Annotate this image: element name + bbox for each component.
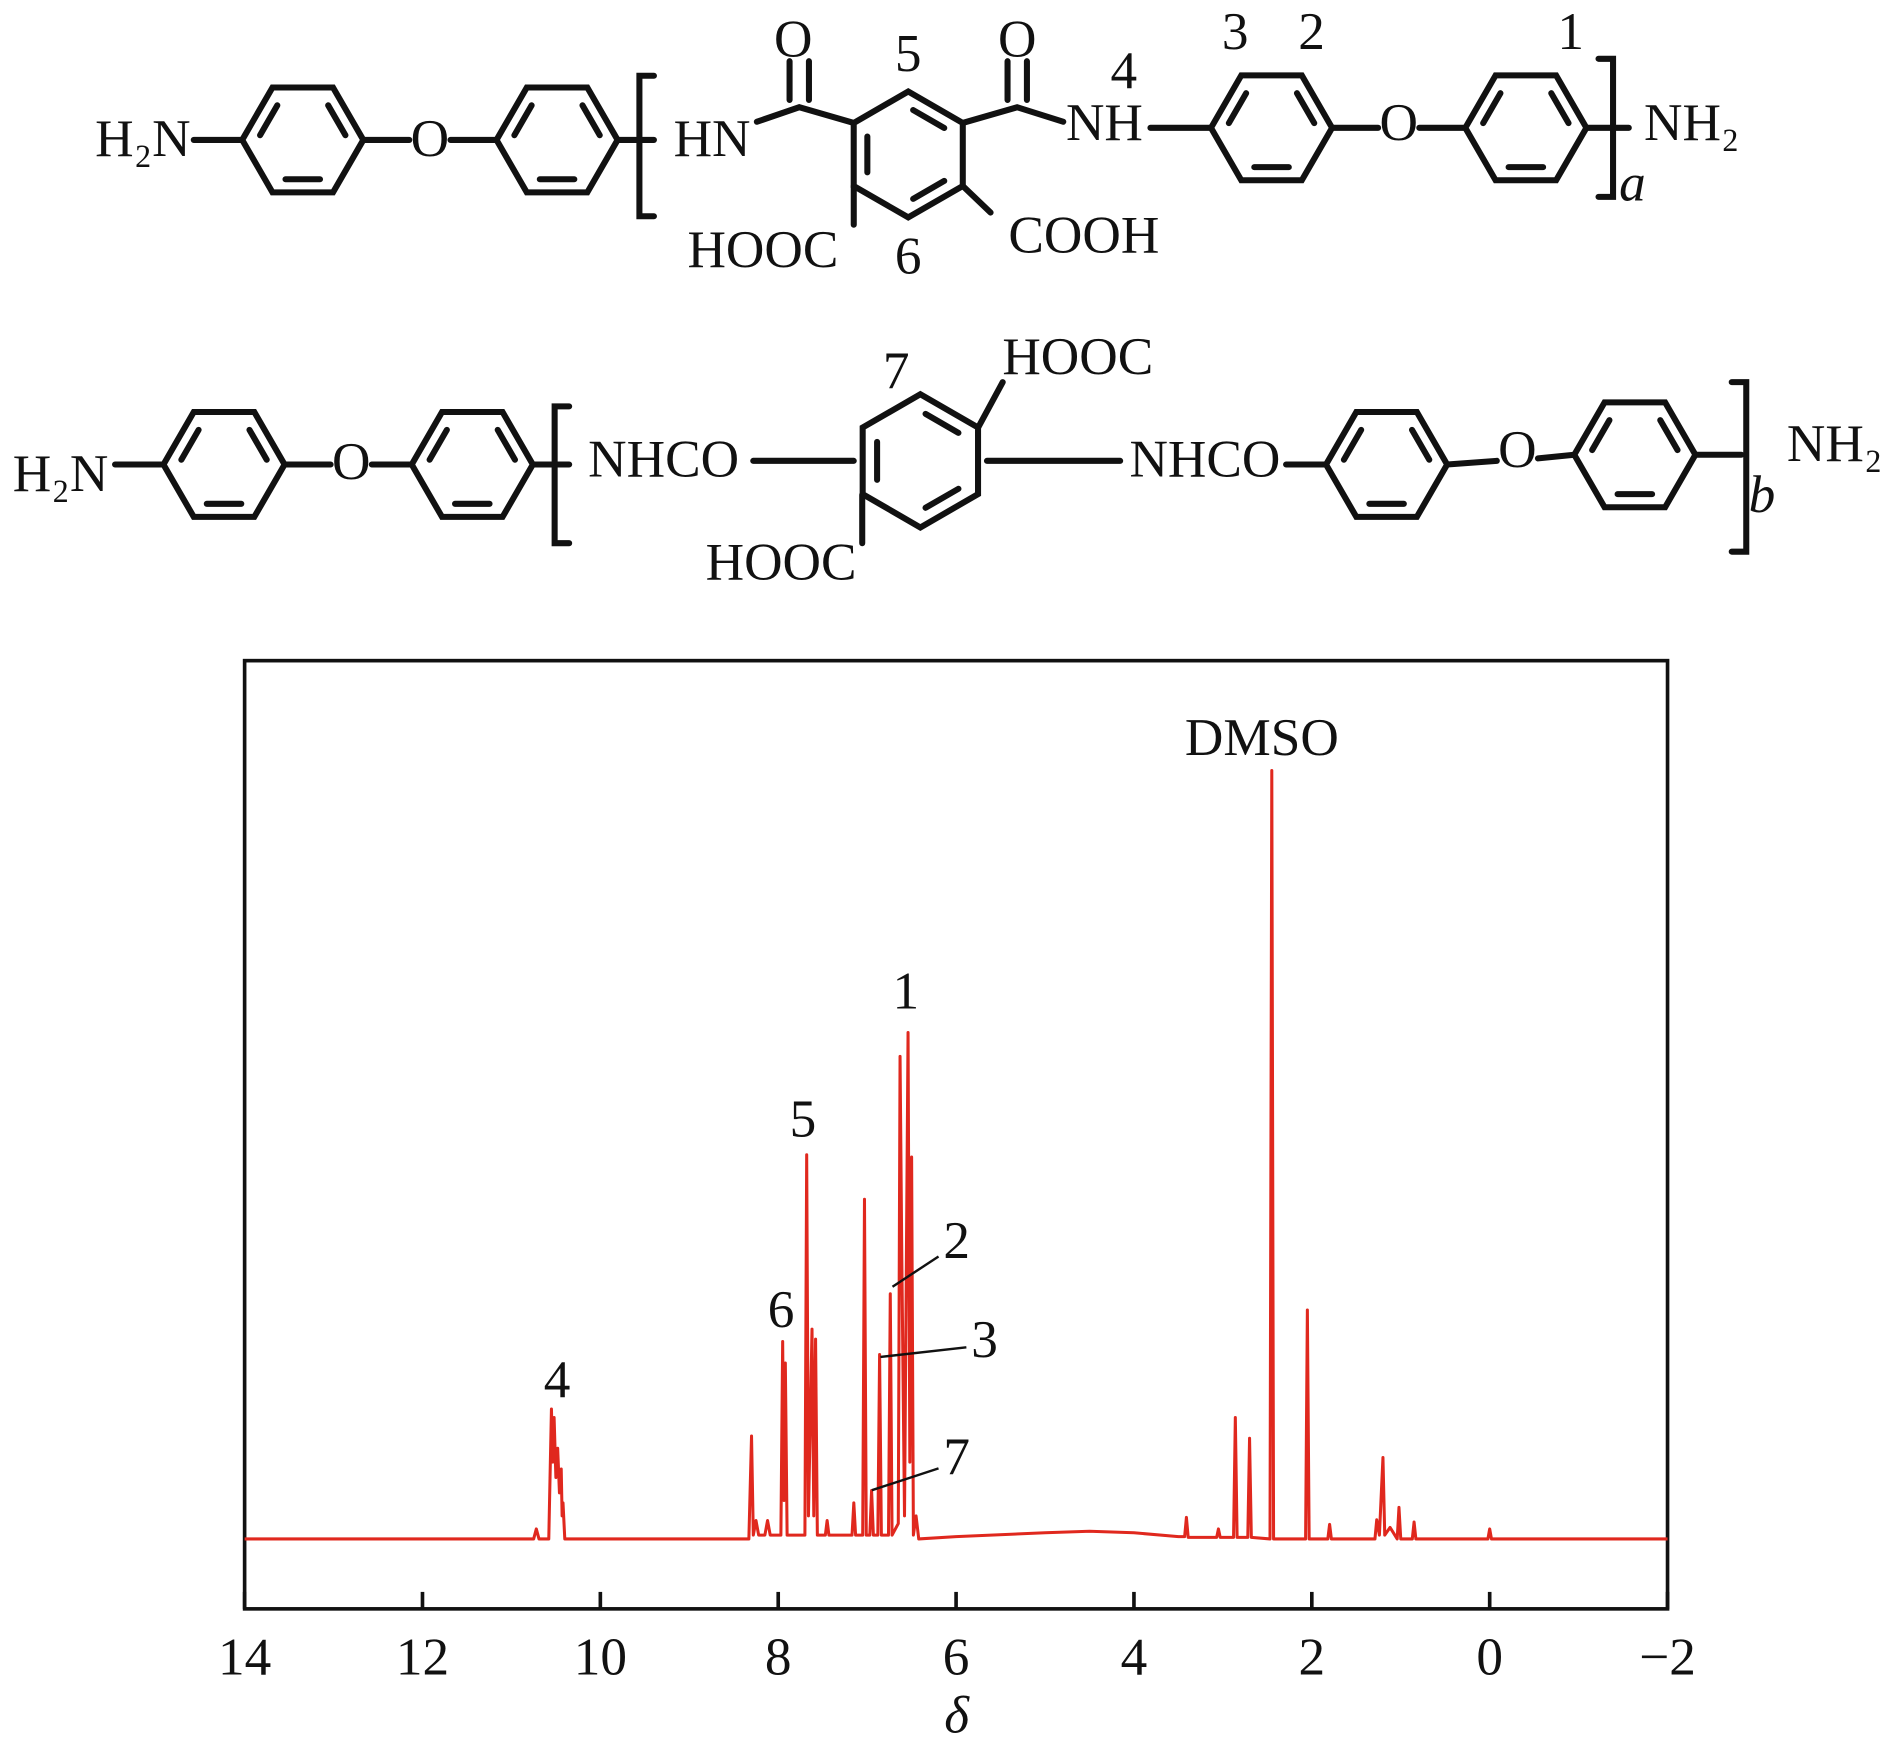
chem-label: a: [1619, 154, 1646, 213]
chem-label: b: [1749, 465, 1776, 524]
peak-label: 7: [943, 1428, 970, 1487]
x-tick-label: 10: [574, 1627, 627, 1686]
x-tick-label: 2: [1298, 1627, 1325, 1686]
peak-label: 4: [544, 1350, 571, 1409]
x-tick-label: 8: [765, 1627, 792, 1686]
leader-line: [891, 1255, 940, 1288]
chem-label: HOOC: [687, 220, 838, 279]
x-tick-label: 0: [1476, 1627, 1503, 1686]
benzene-ring: [238, 84, 367, 196]
chem-label: O: [332, 432, 370, 491]
benzene-ring: [159, 409, 289, 520]
chem-label: H₂N: [95, 109, 191, 168]
chem-label: NH₂: [1787, 414, 1883, 473]
benzene-ring: [1207, 72, 1336, 184]
spectrum-line: [244, 769, 1668, 1541]
chem-label: COOH: [1008, 206, 1159, 265]
peak-label: 5: [790, 1090, 817, 1149]
x-tick-label: 12: [396, 1627, 449, 1686]
chem-label: NHCO: [588, 430, 739, 489]
chem-label: HN: [674, 109, 751, 168]
chem-label: 6: [895, 226, 922, 285]
benzene-ring: [1322, 409, 1451, 520]
benzene-ring: [859, 390, 982, 531]
benzene-ring: [493, 84, 622, 196]
benzene-ring: [850, 87, 966, 221]
benzene-ring: [408, 409, 537, 520]
leader-line: [871, 1467, 939, 1492]
chem-label: H₂N: [13, 444, 109, 503]
chem-label: O: [411, 109, 449, 168]
peak-label: 2: [943, 1211, 970, 1270]
chem-label: HOOC: [706, 533, 857, 592]
chem-label: O: [774, 9, 812, 68]
peak-label: DMSO: [1185, 708, 1339, 767]
chem-label: 2: [1298, 2, 1325, 61]
chem-label: HOOC: [1002, 327, 1153, 386]
structures: H₂N O HN O O 5 NH 4 3 2 O 1 NH₂ a HOOC 6…: [13, 2, 1883, 591]
chem-label: O: [1498, 420, 1536, 479]
bonds: [112, 55, 1750, 555]
chem-label: O: [998, 9, 1036, 68]
chem-label: 4: [1110, 41, 1137, 100]
x-tick-label: −2: [1639, 1627, 1696, 1686]
chem-label: 5: [895, 24, 922, 83]
peak-label: 1: [893, 961, 920, 1020]
x-tick-label: 14: [218, 1627, 271, 1686]
x-tick-label: 4: [1121, 1627, 1148, 1686]
x-axis-label: δ: [944, 1686, 970, 1745]
chem-label: 3: [1222, 2, 1249, 61]
benzene-ring: [1570, 399, 1699, 511]
peak-label: 6: [768, 1280, 795, 1339]
benzene-ring: [1461, 72, 1590, 184]
chem-label: NHCO: [1129, 430, 1280, 489]
chem-label: 1: [1557, 2, 1584, 61]
peak-label: 3: [971, 1310, 998, 1369]
leader-line: [880, 1346, 967, 1359]
chem-label: NH₂: [1644, 93, 1740, 152]
chem-label: NH: [1066, 93, 1143, 152]
chem-label: O: [1379, 93, 1417, 152]
x-tick-label: 6: [943, 1627, 970, 1686]
chem-label: 7: [883, 341, 910, 400]
